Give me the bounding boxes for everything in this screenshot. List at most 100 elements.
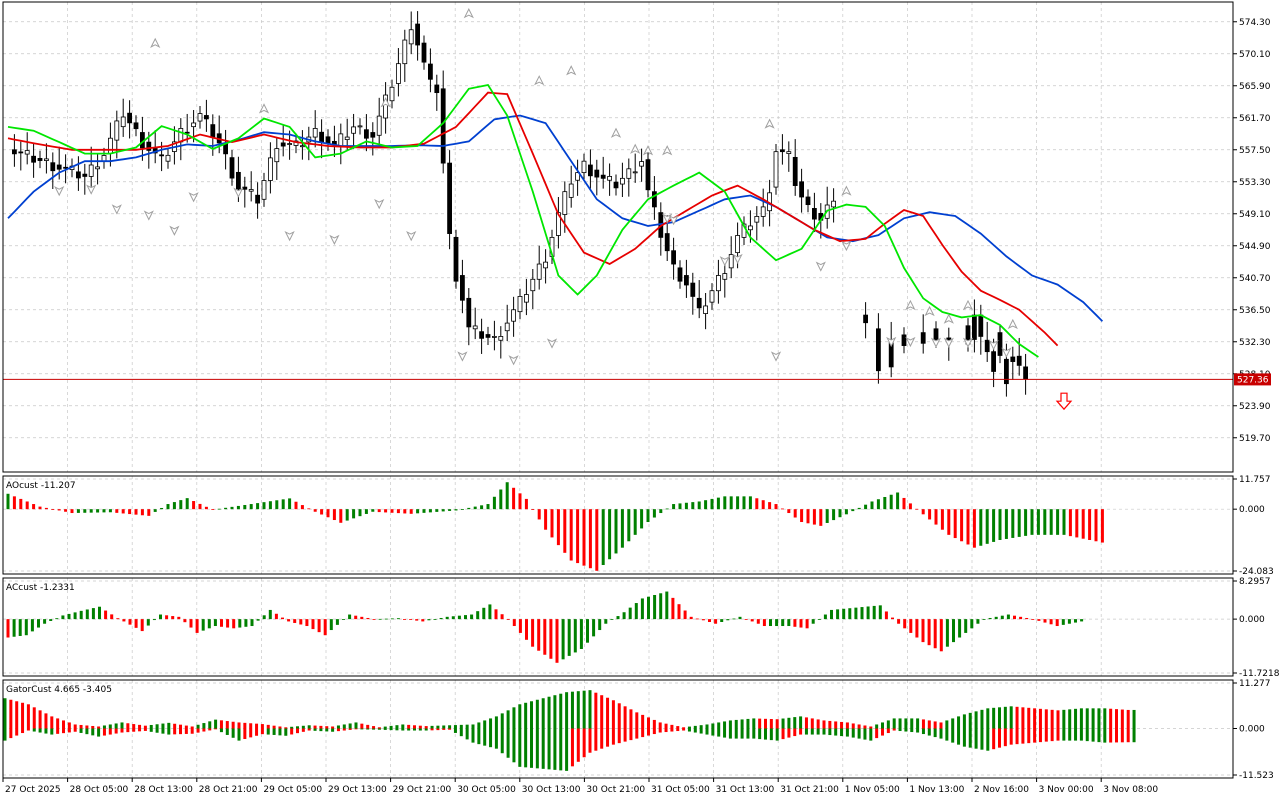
histogram-bar [512,487,516,510]
gator-upper-bar [512,707,516,729]
gator-lower-bar [1050,728,1054,742]
gator-lower-bar [173,728,177,735]
gator-upper-bar [740,719,744,729]
gator-lower-bar [916,728,920,733]
gator-lower-bar [1038,728,1042,743]
fractal-up-marker [841,185,852,196]
gator-lower-bar [1062,728,1066,741]
time-tick-label: 3 Nov 08:00 [1103,785,1158,795]
gator-lower-bar [132,728,136,732]
gator-upper-bar [32,707,36,729]
candle-body [402,39,408,65]
gator-upper-bar [225,721,229,729]
histogram-bar [96,509,100,513]
candle-body [491,336,497,338]
gator-upper-bar [658,722,662,729]
histogram-bar [518,493,522,510]
gator-upper-bar [530,701,533,729]
gator-upper-bar [342,724,346,729]
gator-upper-bar [231,721,235,729]
histogram-bar [870,501,874,510]
gator-lower-bar [1126,728,1130,743]
histogram-bar [140,619,144,632]
histogram-bar [183,619,187,623]
histogram-bar [576,509,580,564]
gator-upper-bar [1021,707,1025,729]
candle-body [517,296,523,313]
gator-lower-bar [184,728,188,734]
gator-upper-bar [570,691,574,729]
histogram-bar [236,505,240,510]
gator-upper-bar [413,725,416,729]
gator-upper-bar [623,706,627,729]
histogram-bar [313,509,317,512]
histogram-bar [512,619,516,627]
gator-upper-bar [120,722,124,729]
gator-upper-bar [296,726,299,729]
histogram-bar [966,509,970,545]
histogram-bar [646,509,650,523]
time-tick-label: 29 Oct 05:00 [263,785,322,795]
histogram-bar [960,509,964,542]
histogram-bar [947,509,951,535]
gator-lower-bar [898,728,902,732]
gator-lower-bar [91,728,95,736]
histogram-bar [486,504,490,510]
histogram-bar [684,502,688,510]
gator-lower-bar [530,728,533,768]
histogram-bar [189,619,193,628]
ao-indicator-panel[interactable] [6,482,1104,571]
histogram-bar [976,619,980,624]
candle-body [127,112,132,124]
candle-body [235,171,241,190]
candle-body [562,191,568,215]
candle-body [120,116,126,128]
histogram-bar [115,509,119,513]
candle-body [677,267,683,282]
gator-upper-bar [477,722,481,729]
candle-body [44,158,49,161]
gator-lower-bar [962,728,966,747]
histogram-bar [428,509,432,513]
price-panel[interactable] [3,8,1233,411]
fractal-up-marker [662,145,673,156]
histogram-bar [933,619,937,649]
candle-body [280,142,286,147]
candle-body [312,128,318,138]
gator-lower-bar [260,728,264,735]
gator-upper-bar [301,725,305,729]
gator-upper-bar [395,725,399,729]
gator-indicator-panel[interactable] [3,690,1136,771]
ac-indicator-panel[interactable] [6,591,1084,663]
candle-body [543,261,548,269]
histogram-bar [761,500,765,510]
gator-lower-bar [869,728,873,741]
histogram-bar [110,614,114,620]
gator-upper-bar [746,718,750,729]
candle-body [652,191,657,208]
candle-body [184,131,190,134]
time-tick-label: 30 Oct 21:00 [586,785,645,795]
histogram-bar [891,617,894,620]
histogram-bar [1025,617,1029,620]
gator-lower-bar [881,728,884,736]
candle-body [114,120,120,141]
candle-body [568,183,574,198]
histogram-bar [494,609,498,620]
gator-upper-bar [933,721,937,729]
gator-upper-bar [863,725,867,729]
histogram-bar [524,498,528,510]
gator-lower-bar [658,728,662,733]
time-tick-label: 28 Oct 21:00 [199,785,258,795]
fractal-down-marker [943,337,954,348]
histogram-bar [177,616,181,620]
histogram-bar [549,619,553,659]
gator-lower-bar [980,728,984,750]
gator-upper-bar [348,723,352,729]
gator-lower-bar [348,728,352,730]
gator-lower-bar [179,728,182,735]
gator-upper-bar [260,724,264,729]
gator-lower-bar [787,728,791,738]
histogram-bar [908,503,912,510]
